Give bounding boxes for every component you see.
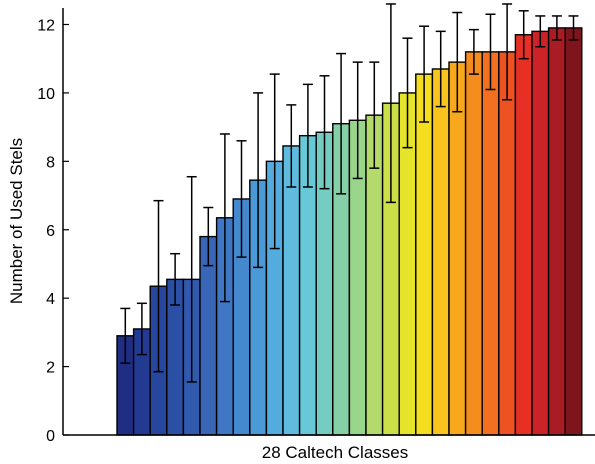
error-bar-8 <box>236 140 247 258</box>
bar-27 <box>547 27 566 436</box>
error-bar-7 <box>219 133 230 303</box>
error-bar-27 <box>551 15 562 41</box>
error-bar-20 <box>435 30 446 108</box>
error-bar-25 <box>518 10 529 60</box>
error-bar-12 <box>302 83 313 188</box>
bar-20 <box>431 68 450 436</box>
bar-19 <box>415 73 434 436</box>
error-bar-17 <box>385 3 396 204</box>
bar-11 <box>282 145 301 436</box>
plot-area <box>116 3 583 436</box>
error-bar-21 <box>452 11 463 113</box>
error-bar-5 <box>186 175 197 383</box>
error-bar-1 <box>120 307 131 364</box>
error-bar-23 <box>485 13 496 91</box>
error-bar-9 <box>253 92 264 269</box>
y-tick-label: 2 <box>46 360 55 377</box>
error-bar-26 <box>535 15 546 48</box>
error-bar-13 <box>319 75 330 190</box>
y-tick-label: 10 <box>37 86 55 103</box>
error-bar-10 <box>269 73 280 250</box>
bar-24 <box>498 51 517 436</box>
y-tick-label: 12 <box>37 18 55 35</box>
y-tick-label: 4 <box>46 291 55 308</box>
y-tick-label: 8 <box>46 154 55 171</box>
error-bar-16 <box>369 61 380 169</box>
bar-22 <box>464 51 483 436</box>
error-bar-11 <box>286 104 297 188</box>
error-bar-28 <box>568 15 579 41</box>
error-bar-3 <box>153 199 164 373</box>
error-bar-2 <box>136 302 147 356</box>
error-bar-22 <box>468 28 479 75</box>
error-bar-18 <box>402 37 413 149</box>
bar-21 <box>448 61 467 436</box>
bar-23 <box>481 51 500 436</box>
y-tick-label: 6 <box>46 223 55 240</box>
error-bar-15 <box>352 61 363 180</box>
x-axis-label: 28 Caltech Classes <box>262 443 408 462</box>
y-ticks: 0 2 4 6 8 10 12 <box>37 18 69 445</box>
bar-26 <box>531 30 550 436</box>
error-bar-14 <box>336 52 347 195</box>
y-tick-label: 0 <box>46 428 55 445</box>
y-axis-label: Number of Used Stels <box>7 138 26 304</box>
bar-28 <box>564 27 583 436</box>
error-bar-6 <box>203 206 214 267</box>
bar-25 <box>514 34 533 436</box>
error-bar-19 <box>419 25 430 123</box>
error-bar-24 <box>502 3 513 101</box>
error-bar-4 <box>170 252 181 306</box>
